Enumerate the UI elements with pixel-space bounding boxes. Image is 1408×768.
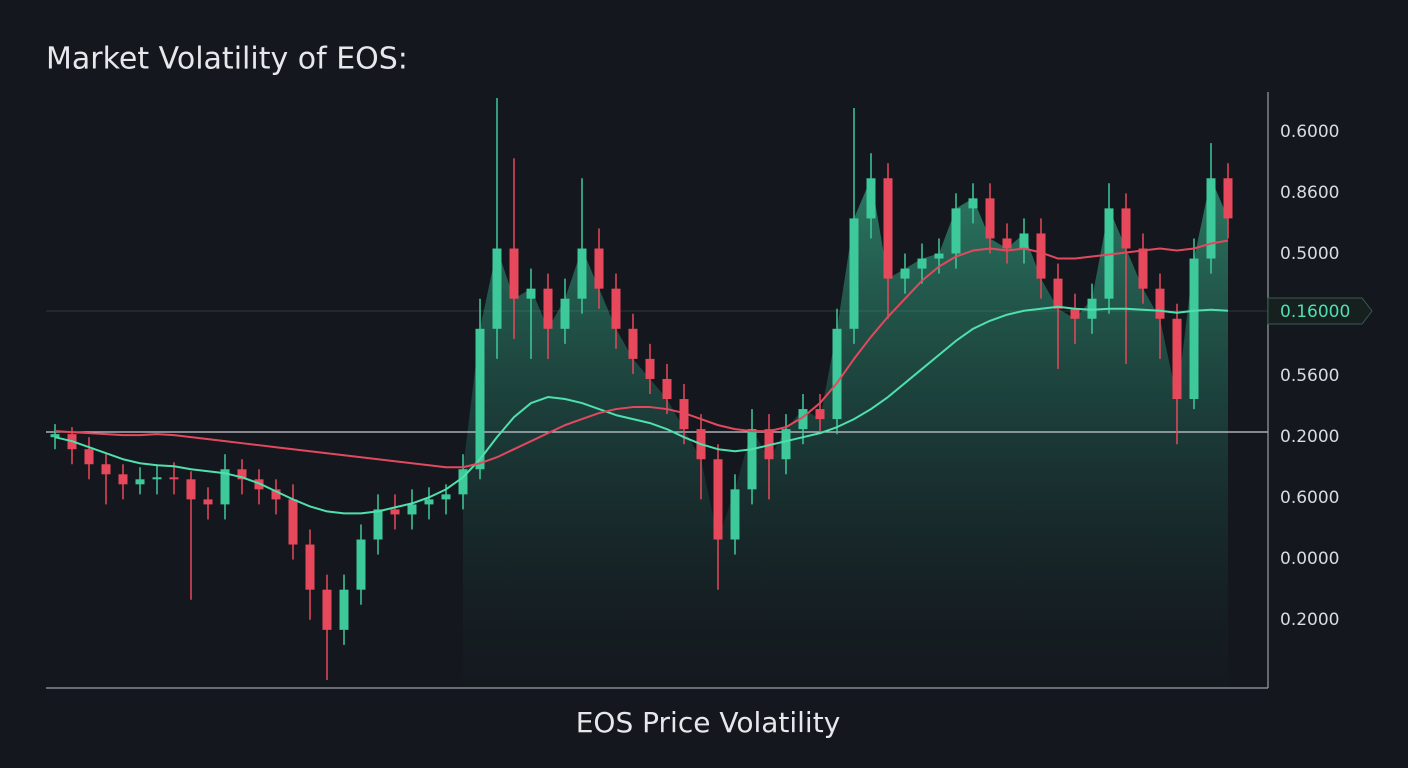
y-tick-label: 0.0000 — [1280, 549, 1339, 569]
candle-body — [1206, 178, 1216, 259]
candle-body — [594, 248, 604, 289]
candle-body — [441, 494, 451, 500]
candle-body — [475, 328, 485, 470]
candle-body — [101, 464, 111, 475]
ma-layer — [54, 239, 1229, 515]
moving-average — [54, 239, 1229, 469]
candle-body — [1002, 238, 1012, 249]
candle-body — [186, 479, 196, 500]
candle-body — [237, 469, 247, 480]
candle-body — [662, 378, 672, 400]
candle-body — [220, 469, 230, 505]
candle-body — [424, 499, 434, 505]
candle-body — [628, 328, 638, 359]
candle-body — [577, 248, 587, 299]
candle-body — [492, 248, 502, 329]
area-layer — [463, 178, 1228, 688]
candle-body — [118, 474, 128, 485]
candle-body — [203, 499, 213, 505]
candle-body — [1223, 178, 1233, 219]
candle-body — [1019, 233, 1029, 249]
candle-body — [560, 298, 570, 329]
close-area — [463, 178, 1228, 688]
candle-body — [356, 539, 366, 590]
candle-body — [373, 509, 383, 540]
candle-body — [526, 288, 536, 299]
x-axis-label: EOS Price Volatility — [576, 706, 841, 739]
candle-body — [1155, 288, 1165, 319]
y-tick-label: 0.8600 — [1280, 183, 1339, 203]
candle-body — [917, 258, 927, 269]
candle-layer — [50, 98, 1233, 680]
candle-body — [866, 178, 876, 219]
y-tick-label: 0.6000 — [1280, 122, 1339, 142]
candle-body — [305, 544, 315, 590]
candle-body — [509, 248, 519, 299]
candle-body — [798, 409, 808, 430]
candle-body — [1189, 258, 1199, 400]
candle-body — [951, 208, 961, 254]
candle-body — [781, 429, 791, 460]
candle-body — [713, 459, 723, 540]
chart-title: Market Volatility of EOS: — [46, 42, 408, 77]
candle-body — [849, 218, 859, 329]
candle-body — [152, 477, 162, 480]
y-tick-label: 0.2000 — [1280, 427, 1339, 447]
candle-body — [815, 409, 825, 420]
candle-body — [968, 198, 978, 209]
candle-body — [288, 499, 298, 545]
candle-body — [934, 253, 944, 259]
candle-body — [900, 268, 910, 279]
candle-body — [1070, 308, 1080, 319]
candle-body — [730, 489, 740, 540]
candle-body — [407, 504, 417, 515]
candle-body — [611, 288, 621, 329]
candle-body — [747, 429, 757, 490]
price-tag: 0.16000 — [1280, 302, 1350, 322]
candle-body — [883, 178, 893, 279]
candle-body — [84, 449, 94, 465]
candle-body — [1121, 208, 1131, 249]
moving-average — [54, 305, 1229, 515]
candle-body — [135, 479, 145, 485]
candle-body — [271, 489, 281, 500]
candle-body — [339, 589, 349, 630]
candle-body — [832, 328, 842, 420]
candle-body — [1036, 233, 1046, 279]
candle-body — [645, 358, 655, 379]
candle-body — [169, 477, 179, 480]
y-tick-label: 0.5000 — [1280, 244, 1339, 264]
y-tick-label: 0.2000 — [1280, 610, 1339, 630]
candle-body — [1138, 248, 1148, 289]
y-tick-label: 0.5600 — [1280, 366, 1339, 386]
candle-body — [1172, 318, 1182, 400]
candle-body — [543, 288, 553, 329]
y-tick-label: 0.6000 — [1280, 488, 1339, 508]
candle-body — [985, 198, 995, 239]
candle-body — [50, 434, 60, 438]
price-tag-box — [1267, 297, 1373, 325]
candle-body — [458, 469, 468, 495]
candle-body — [390, 509, 400, 515]
candle-body — [1087, 298, 1097, 319]
candle-body — [1053, 278, 1063, 309]
candle-body — [322, 589, 332, 630]
